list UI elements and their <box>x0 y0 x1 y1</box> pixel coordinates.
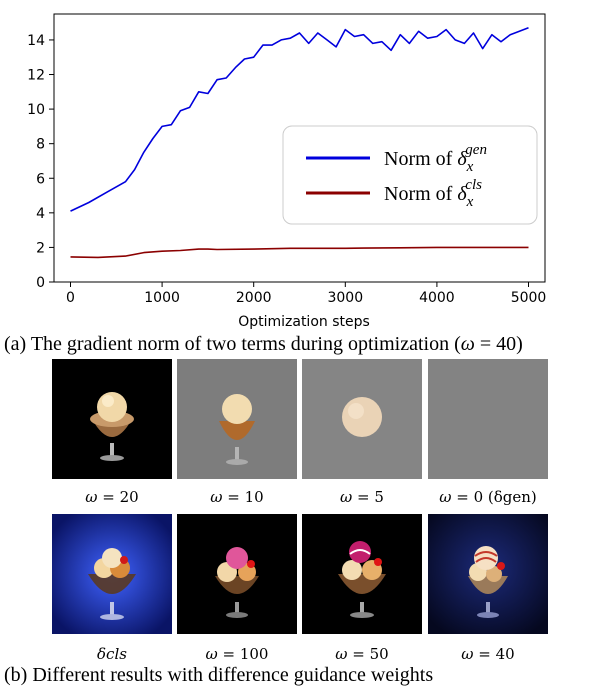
thumb-omega-0 <box>428 359 548 479</box>
thumb-label-3: ω = 5 <box>340 488 384 506</box>
caption-b: (b) Different results with difference gu… <box>4 664 434 686</box>
sundae-blue-image <box>52 514 172 634</box>
y-tick-label: 6 <box>36 171 45 187</box>
ice-cream-sundae-image <box>52 359 172 479</box>
scoop-image <box>302 359 422 479</box>
thumb-omega-40 <box>428 514 548 634</box>
x-tick-label: 0 <box>66 290 75 306</box>
y-tick-label: 0 <box>36 275 45 291</box>
series-line-cls <box>70 246 529 259</box>
thumb-label-6: ω = 100 <box>205 645 269 663</box>
thumb-label-2: ω = 10 <box>210 488 264 506</box>
legend-label-gen: Norm of δxgen <box>384 142 487 175</box>
caption-a: (a) The gradient norm of two terms durin… <box>4 333 523 356</box>
y-tick-label: 14 <box>27 33 45 49</box>
x-tick-label: 2000 <box>236 290 272 306</box>
caption-a-omega: ω <box>460 333 475 355</box>
x-tick-label: 3000 <box>327 290 363 306</box>
series-line-gen <box>70 27 529 212</box>
blank-gray-image <box>428 359 548 479</box>
thumb-label-4: ω = 0 (δgen) <box>439 488 537 506</box>
thumb-omega-50 <box>302 514 422 634</box>
y-tick-label: 12 <box>27 68 45 84</box>
caption-a-text: (a) The gradient norm of two terms durin… <box>4 333 461 355</box>
x-tick-label: 4000 <box>419 290 455 306</box>
sundae-striped-image <box>302 514 422 634</box>
data-lines <box>70 27 529 259</box>
thumb-omega-20 <box>52 359 172 479</box>
thumb-label-1: ω = 20 <box>85 488 139 506</box>
chart-svg: 0 1000 2000 3000 4000 5000 0 2 4 6 8 10 12 14 Optimiz… <box>27 13 546 330</box>
caption-a-eq: = 40) <box>474 333 523 355</box>
x-tick-label: 5000 <box>511 290 547 306</box>
axis-ticks: 0 1000 2000 3000 4000 5000 0 2 4 6 8 10 12 14 <box>27 33 546 306</box>
legend-label-cls: Norm of δxcls <box>384 177 482 210</box>
sundae-colorful-image <box>177 514 297 634</box>
plot-frame <box>53 13 546 283</box>
legend: Norm of δxgen Norm of δxcls <box>282 125 538 225</box>
thumb-omega-100 <box>177 514 297 634</box>
thumb-label-8: ω = 40 <box>461 645 515 663</box>
gradient-norm-chart: 0 1000 2000 3000 4000 5000 0 2 4 6 8 10 12 14 Optimiz… <box>0 0 605 335</box>
ice-cream-glass-image <box>177 359 297 479</box>
x-axis-label: Optimization steps <box>238 314 370 330</box>
thumb-omega-5 <box>302 359 422 479</box>
y-tick-label: 8 <box>36 137 45 153</box>
y-tick-label: 4 <box>36 206 45 222</box>
x-tick-label: 1000 <box>144 290 180 306</box>
thumb-delta-cls <box>52 514 172 634</box>
legend-box <box>282 125 538 225</box>
thumb-label-5: δcls <box>97 645 127 663</box>
sundae-swirl-image <box>428 514 548 634</box>
thumb-omega-10 <box>177 359 297 479</box>
y-tick-label: 10 <box>27 102 45 118</box>
thumb-label-7: ω = 50 <box>335 645 389 663</box>
y-tick-label: 2 <box>36 240 45 256</box>
